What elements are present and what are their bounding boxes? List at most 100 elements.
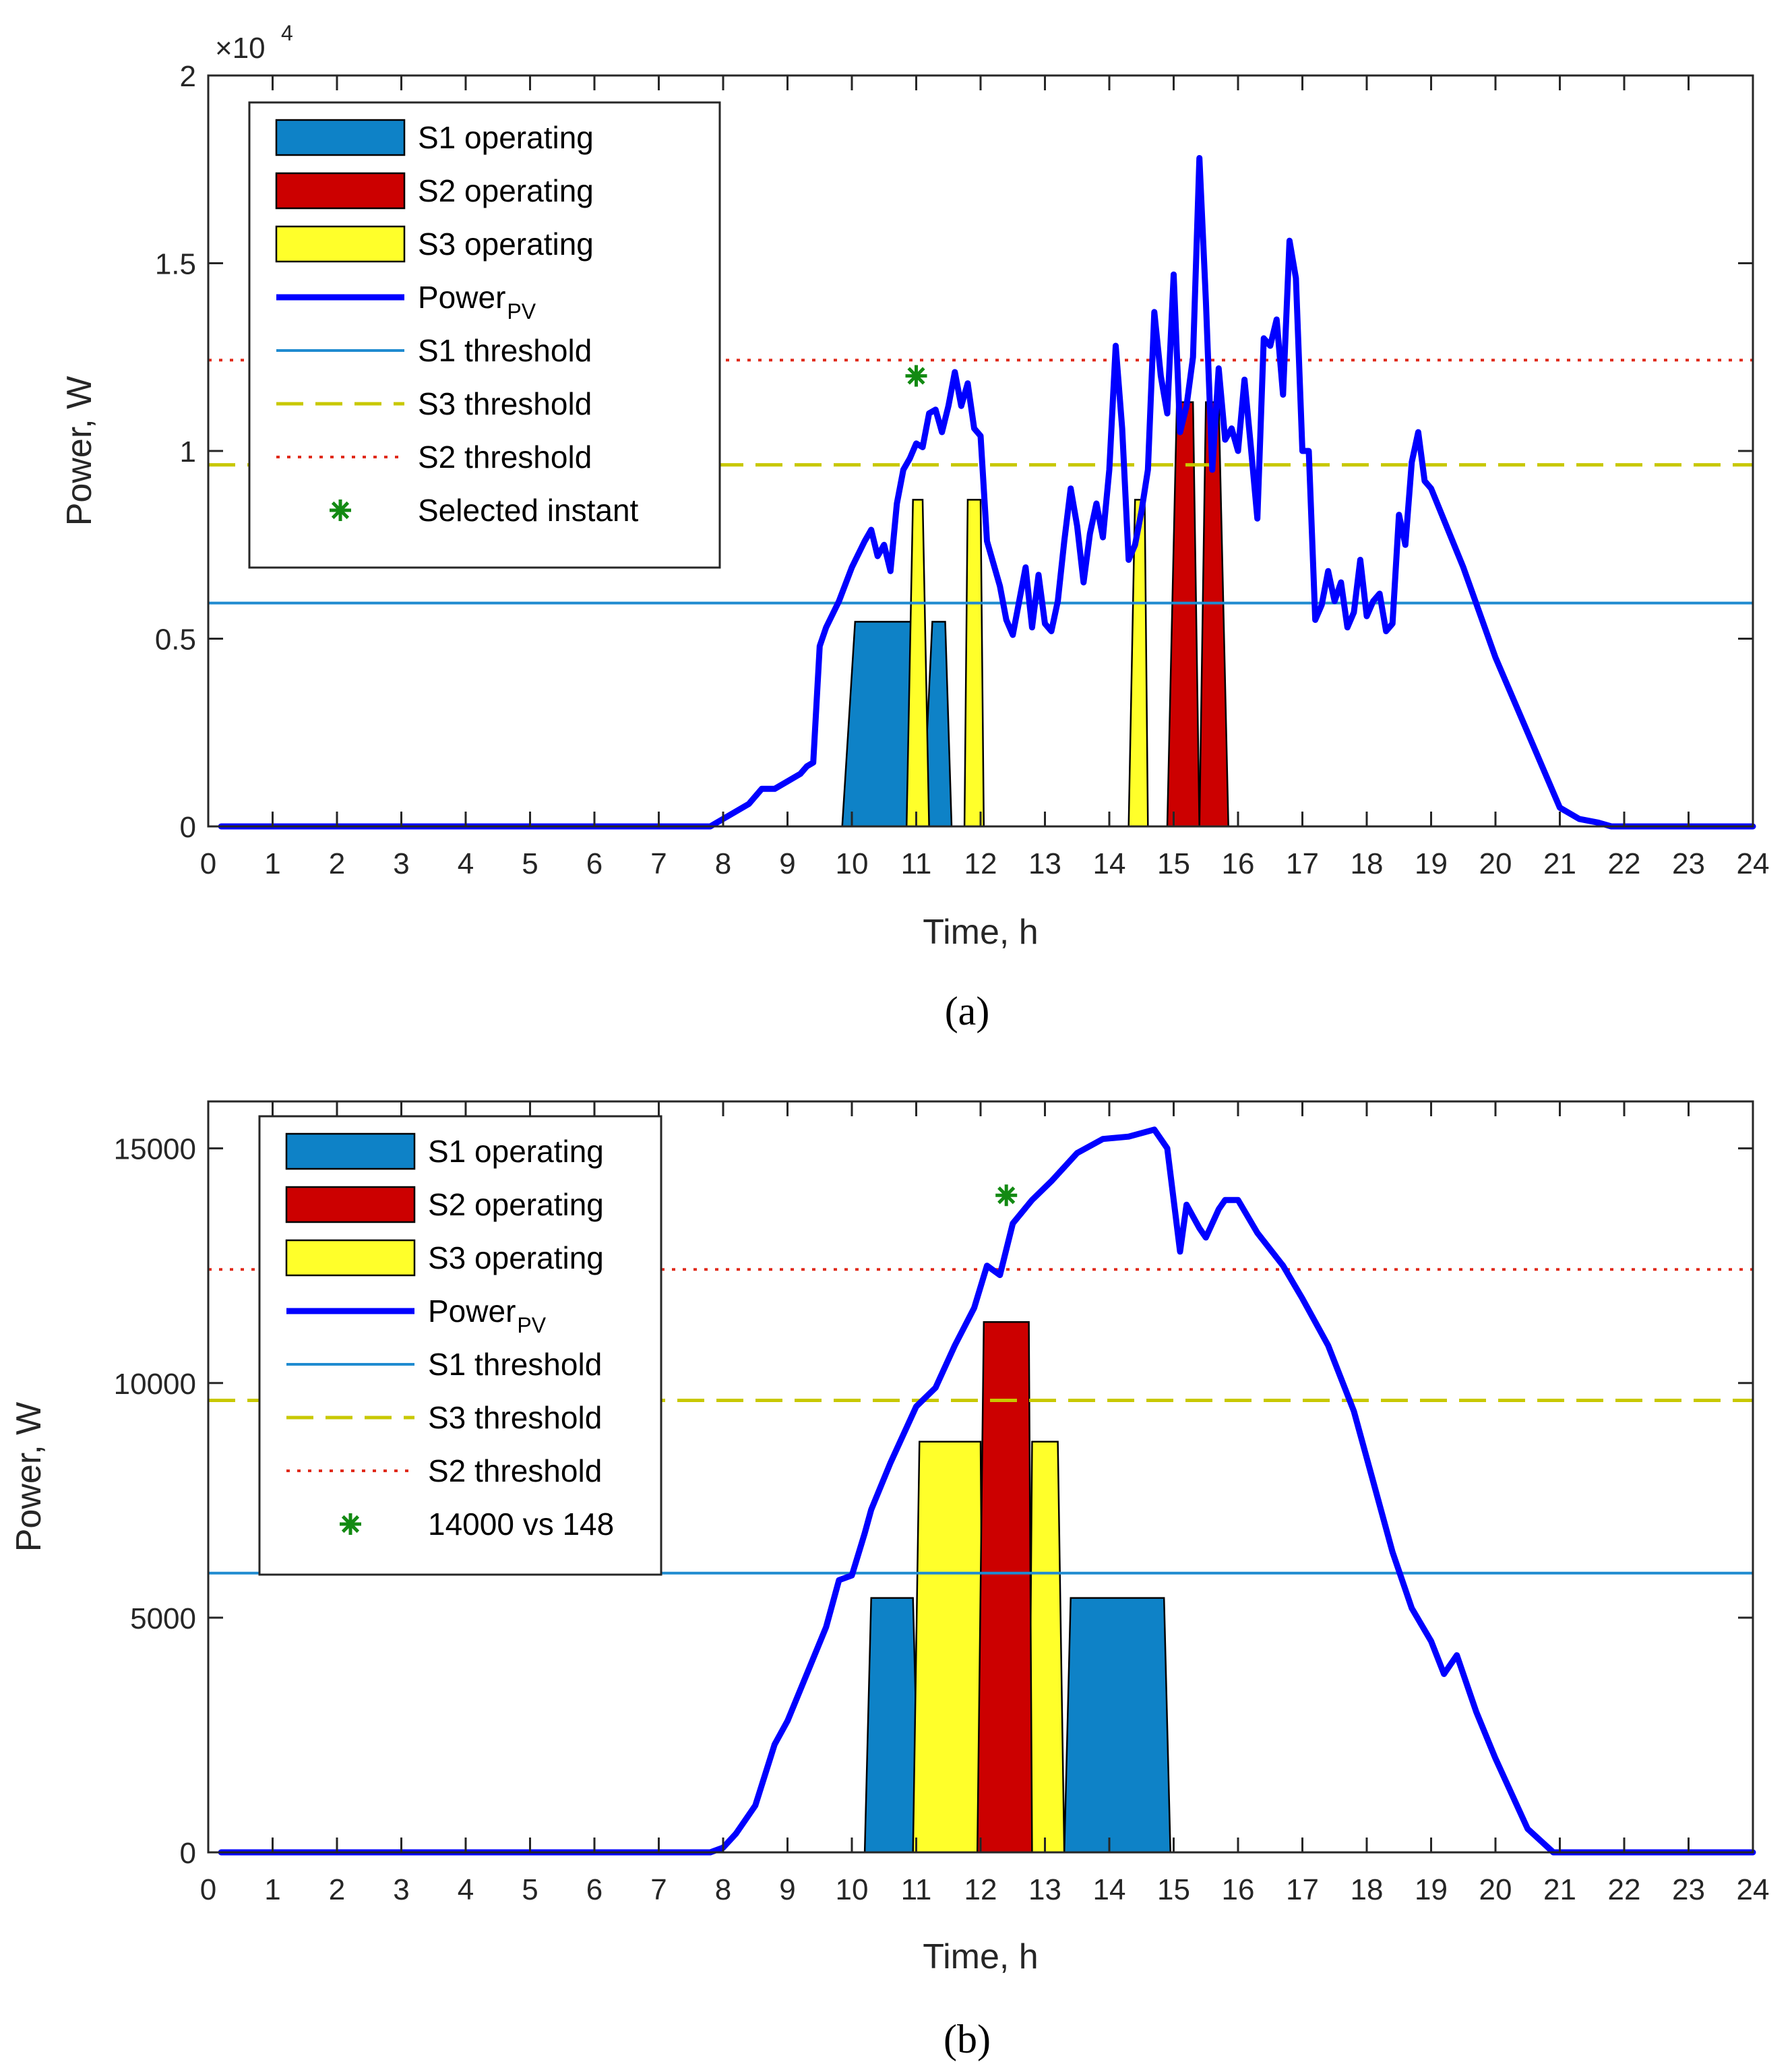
panel-b-y-tick-label: 15000 xyxy=(114,1133,196,1166)
panel-a-x-tick-label: 21 xyxy=(1543,847,1576,880)
panel-a-legend-star-label: Selected instant xyxy=(418,493,639,528)
panel-b-s1-operating-bar-1 xyxy=(1063,1597,1171,1854)
panel-a-x-tick-label: 17 xyxy=(1286,847,1319,880)
panel-a-x-tick-label: 4 xyxy=(458,847,474,880)
panel-a-legend-s2_op-swatch xyxy=(275,172,406,210)
panel-b-x-tick-label: 3 xyxy=(393,1873,409,1906)
panel-b-x-tick-label: 24 xyxy=(1737,1873,1770,1906)
panel-b-x-axis-label: Time, h xyxy=(923,1937,1038,1976)
panel-b-s3-operating-bar-2 xyxy=(912,1440,985,1854)
panel-b-x-tick-label: 6 xyxy=(586,1873,603,1906)
panel-b-x-tick-label: 22 xyxy=(1608,1873,1641,1906)
panel-a-legend-s1_op-label: S1 operating xyxy=(418,120,594,155)
panel-b-legend-pv-label-subscript: PV xyxy=(517,1313,546,1337)
panel-b-x-tick-label: 13 xyxy=(1028,1873,1061,1906)
panel-b-x-tick-label: 18 xyxy=(1351,1873,1384,1906)
panel-a-x-tick-label: 14 xyxy=(1093,847,1126,880)
panel-b-legend-star-label: 14000 vs 148 xyxy=(428,1507,614,1542)
panel-a-x-tick-label: 9 xyxy=(779,847,795,880)
panel-a-legend-s3_op-label: S3 operating xyxy=(418,226,594,262)
panel-b-y-tick-label: 5000 xyxy=(130,1602,196,1635)
panel-a-x-tick-label: 20 xyxy=(1479,847,1512,880)
panel-b-x-tick-label: 8 xyxy=(715,1873,731,1906)
panel-a-selected-instant-marker xyxy=(905,365,927,387)
panel-b-s3-operating-bar-3 xyxy=(1028,1440,1065,1854)
panel-b-caption: (b) xyxy=(944,2017,991,2061)
panel-a-y-multiplier-exponent: 4 xyxy=(281,21,293,45)
panel-b-legend-pv-label: Power xyxy=(428,1294,516,1329)
panel-b-legend-s3_op-swatch xyxy=(285,1239,416,1277)
panel-a-legend-s1_th-label: S1 threshold xyxy=(418,333,592,368)
panel-a-y-tick-label: 1 xyxy=(180,435,196,468)
panel-a-x-tick-label: 6 xyxy=(586,847,603,880)
panel-a-y-tick-label: 0 xyxy=(180,811,196,844)
panel-a-y-tick-label: 0.5 xyxy=(155,624,196,657)
panel-b-legend-s1_op-swatch xyxy=(285,1132,416,1170)
panel-a-legend-pv-label: Power xyxy=(418,280,505,315)
panel-b-legend-s3_th-label: S3 threshold xyxy=(428,1400,602,1435)
panel-a-x-tick-label: 24 xyxy=(1737,847,1770,880)
panel-a-x-tick-label: 2 xyxy=(329,847,345,880)
panel-b-legend-s3_op-label: S3 operating xyxy=(428,1240,604,1275)
panel-b-x-tick-label: 12 xyxy=(964,1873,997,1906)
panel-a-x-tick-label: 13 xyxy=(1028,847,1061,880)
panel-a-x-tick-label: 0 xyxy=(200,847,216,880)
panel-b-x-tick-label: 17 xyxy=(1286,1873,1319,1906)
panel-b-y-axis-label: Power, W xyxy=(9,1402,49,1552)
panel-b-x-tick-label: 11 xyxy=(901,1873,932,1906)
panel-a-x-axis-label: Time, h xyxy=(923,913,1038,952)
panel-b-x-tick-label: 4 xyxy=(458,1873,474,1906)
panel-b-selected-instant-marker xyxy=(995,1184,1018,1207)
panel-b-x-tick-label: 0 xyxy=(200,1873,216,1906)
panel-a-s3-operating-bar-3 xyxy=(963,499,985,828)
panel-b-x-tick-label: 14 xyxy=(1093,1873,1126,1906)
panel-a-y-multiplier: ×10 xyxy=(215,32,266,65)
panel-b-x-tick-label: 7 xyxy=(650,1873,667,1906)
panel-b-x-tick-label: 23 xyxy=(1672,1873,1705,1906)
panel-a-legend-s1_op-swatch xyxy=(275,119,406,156)
panel-a-pv-power-line xyxy=(218,155,1756,830)
panel-b-x-tick-label: 9 xyxy=(779,1873,795,1906)
panel-b-x-tick-label: 21 xyxy=(1543,1873,1576,1906)
panel-a-caption: (a) xyxy=(945,989,990,1033)
panel-a-legend-star-swatch xyxy=(330,499,351,521)
panel-a-x-tick-label: 5 xyxy=(522,847,538,880)
panel-a-legend-s2_op-label: S2 operating xyxy=(418,173,594,208)
panel-b-s1-operating-bar-0 xyxy=(863,1597,921,1854)
panel-b-x-tick-label: 1 xyxy=(264,1873,280,1906)
panel-b-x-tick-label: 19 xyxy=(1415,1873,1448,1906)
panel-a-x-tick-label: 23 xyxy=(1672,847,1705,880)
panel-a-x-tick-label: 1 xyxy=(264,847,280,880)
panel-b-x-tick-label: 10 xyxy=(836,1873,869,1906)
panel-b-legend-s1_th-label: S1 threshold xyxy=(428,1347,602,1382)
panel-a-legend-s3_th-label: S3 threshold xyxy=(418,386,592,421)
panel-a-legend-s2_th-label: S2 threshold xyxy=(418,439,592,475)
panel-b-chart: 0 1 2 3 4 5 6 7 8 9 10 11 12 13 14 15 16 17 18 19 20 21 22 23 24… xyxy=(9,1100,1770,1976)
panel-b-legend-s2_op-swatch xyxy=(285,1186,416,1223)
panel-b-legend-s2_th-label: S2 threshold xyxy=(428,1453,602,1488)
panel-b-y-tick-label: 0 xyxy=(180,1837,196,1870)
panel-a-legend-s3_op-swatch xyxy=(275,225,406,263)
panel-a-x-tick-label: 7 xyxy=(650,847,667,880)
panel-a-x-tick-label: 16 xyxy=(1222,847,1255,880)
panel-b-legend-s1_op-label: S1 operating xyxy=(428,1134,604,1169)
panel-a-x-tick-label: 10 xyxy=(836,847,869,880)
panel-a-y-tick-label: 2 xyxy=(180,60,196,93)
panel-b-x-tick-label: 20 xyxy=(1479,1873,1512,1906)
panel-b-x-tick-label: 16 xyxy=(1222,1873,1255,1906)
panel-a-x-tick-label: 8 xyxy=(715,847,731,880)
panel-a-y-axis-label: Power, W xyxy=(60,376,99,526)
panel-b-x-tick-label: 2 xyxy=(329,1873,345,1906)
panel-a-x-tick-label: 19 xyxy=(1415,847,1448,880)
panel-b-legend-star-swatch xyxy=(340,1513,361,1535)
panel-b-y-tick-label: 10000 xyxy=(114,1368,196,1401)
panel-a-y-tick-label: 1.5 xyxy=(155,248,196,281)
panel-b-legend-s2_op-label: S2 operating xyxy=(428,1187,604,1222)
panel-a-legend-pv-label-subscript: PV xyxy=(507,299,536,324)
panel-a-x-tick-label: 12 xyxy=(964,847,997,880)
panel-b-legend-box xyxy=(258,1115,662,1576)
panel-a-chart: 0 1 2 3 4 5 6 7 8 9 10 11 12 13 14 15 16 17 18 19 20 21 22 23 24… xyxy=(60,21,1769,952)
panel-a-x-tick-label: 22 xyxy=(1608,847,1641,880)
panel-a-x-tick-label: 3 xyxy=(393,847,409,880)
